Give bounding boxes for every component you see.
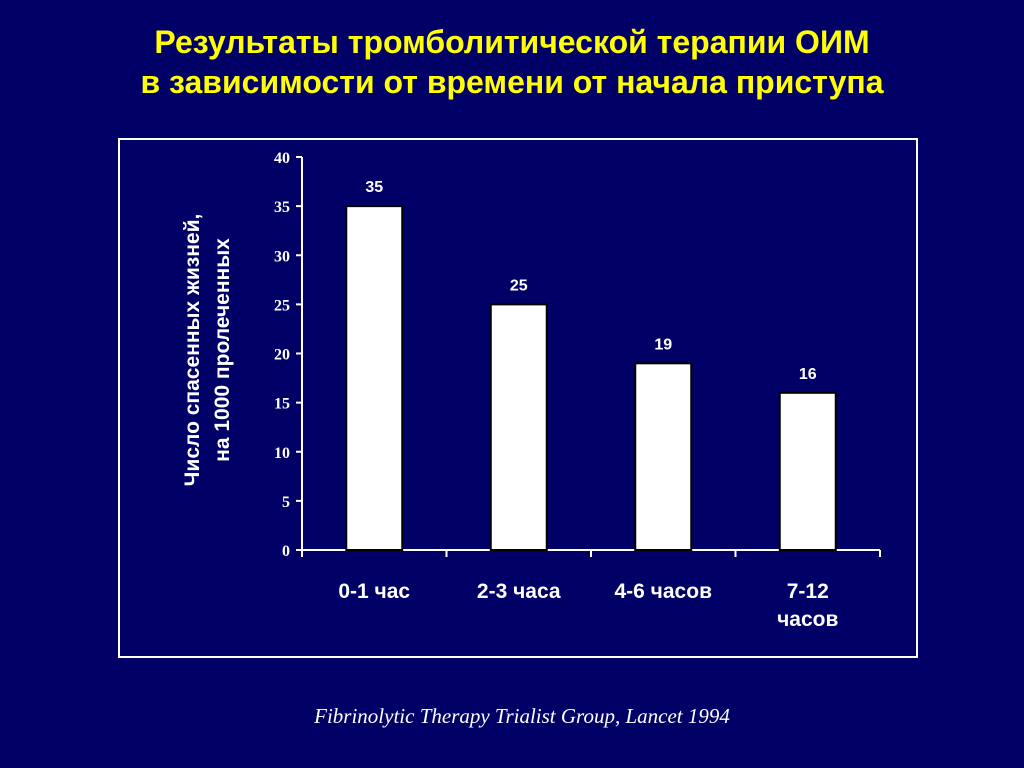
x-tick-label: 7-12 часов xyxy=(733,578,883,634)
chart-frame xyxy=(118,138,918,658)
x-tick-label-line: 0-1 час xyxy=(338,580,411,603)
y-axis-label-line-2: на 1000 пролеченных xyxy=(211,238,234,462)
x-tick-label-line: 7-12 xyxy=(786,580,829,603)
x-tick-label-line: 4-6 часов xyxy=(614,580,712,603)
data-label: 35 xyxy=(365,179,383,196)
y-tick-label: 0 xyxy=(282,543,290,560)
x-tick-label-line: часов xyxy=(777,608,839,631)
y-tick-label: 30 xyxy=(274,248,290,265)
x-tick-label-line: 2-3 часа xyxy=(476,580,561,603)
x-tick-label: 2-3 часа xyxy=(444,578,594,606)
chart-data-labels: 35 25 19 16 xyxy=(365,179,816,383)
y-tick-label: 40 xyxy=(274,150,290,167)
y-tick-label: 15 xyxy=(274,396,290,413)
bar xyxy=(634,362,693,552)
slide-title: Результаты тромболитической терапии ОИМ … xyxy=(0,22,1024,102)
y-axis-label-line-1: Число спасенных жизней, xyxy=(181,213,204,487)
bar xyxy=(345,205,404,551)
x-tick-label: 4-6 часов xyxy=(588,578,738,606)
y-tick-label: 5 xyxy=(282,494,290,511)
data-label: 19 xyxy=(654,336,672,353)
slide-title-line-1: Результаты тромболитической терапии ОИМ xyxy=(154,24,870,60)
y-tick-label: 10 xyxy=(274,445,290,462)
y-tick-label: 20 xyxy=(274,347,290,364)
x-tick-label: 0-1 час xyxy=(299,578,449,606)
y-tick-label: 25 xyxy=(274,297,290,314)
slide-title-line-2: в зависимости от времени от начала прист… xyxy=(140,64,884,100)
data-label: 25 xyxy=(510,277,528,294)
citation: Fibrinolytic Therapy Trialist Group, Lan… xyxy=(314,704,730,728)
y-tick-label: 35 xyxy=(274,199,290,216)
data-label: 16 xyxy=(799,366,817,383)
bar xyxy=(778,391,837,551)
bar xyxy=(489,303,548,551)
chart-bars xyxy=(345,205,837,552)
